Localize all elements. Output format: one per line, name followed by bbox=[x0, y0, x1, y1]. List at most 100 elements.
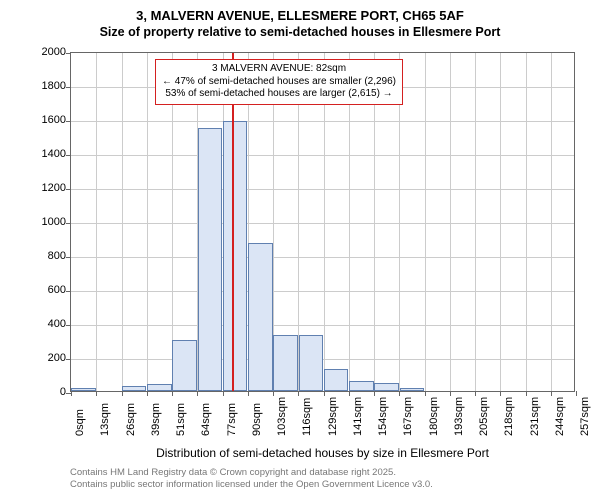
x-tick-mark bbox=[223, 391, 224, 396]
histogram-bar bbox=[349, 381, 374, 391]
x-tick-mark bbox=[248, 391, 249, 396]
x-tick-mark bbox=[172, 391, 173, 396]
y-tick-label: 1000 bbox=[26, 216, 66, 228]
gridline-h bbox=[71, 223, 574, 224]
gridline-v bbox=[96, 53, 97, 391]
gridline-h bbox=[71, 257, 574, 258]
gridline-v bbox=[147, 53, 148, 391]
gridline-v bbox=[500, 53, 501, 391]
histogram-bar bbox=[273, 335, 298, 391]
annotation-box: 3 MALVERN AVENUE: 82sqm ← 47% of semi-de… bbox=[155, 59, 403, 105]
x-tick-label: 154sqm bbox=[377, 397, 389, 436]
y-tick-label: 1200 bbox=[26, 182, 66, 194]
x-tick-label: 26sqm bbox=[125, 403, 137, 436]
x-tick-label: 51sqm bbox=[175, 403, 187, 436]
x-tick-label: 231sqm bbox=[529, 397, 541, 436]
x-tick-label: 0sqm bbox=[74, 409, 86, 436]
property-size-chart: 3, MALVERN AVENUE, ELLESMERE PORT, CH65 … bbox=[0, 0, 600, 500]
y-tick-mark bbox=[66, 325, 71, 326]
x-tick-label: 64sqm bbox=[200, 403, 212, 436]
footer-line1: Contains HM Land Registry data © Crown c… bbox=[70, 467, 433, 479]
x-axis-title: Distribution of semi-detached houses by … bbox=[70, 446, 575, 460]
x-tick-mark bbox=[147, 391, 148, 396]
chart-title-sub: Size of property relative to semi-detach… bbox=[0, 23, 600, 39]
x-tick-label: 180sqm bbox=[428, 397, 440, 436]
x-tick-mark bbox=[551, 391, 552, 396]
gridline-v bbox=[122, 53, 123, 391]
x-tick-label: 103sqm bbox=[276, 397, 288, 436]
gridline-v bbox=[425, 53, 426, 391]
y-tick-label: 1600 bbox=[26, 114, 66, 126]
plot-area: 3 MALVERN AVENUE: 82sqm ← 47% of semi-de… bbox=[70, 52, 575, 392]
annotation-line3: 53% of semi-detached houses are larger (… bbox=[162, 88, 396, 101]
annotation-line2: ← 47% of semi-detached houses are smalle… bbox=[162, 76, 396, 89]
annotation-line1: 3 MALVERN AVENUE: 82sqm bbox=[162, 63, 396, 76]
x-tick-mark bbox=[450, 391, 451, 396]
y-tick-mark bbox=[66, 121, 71, 122]
y-tick-label: 400 bbox=[26, 318, 66, 330]
y-tick-mark bbox=[66, 359, 71, 360]
histogram-bar bbox=[299, 335, 324, 391]
x-tick-mark bbox=[526, 391, 527, 396]
x-tick-label: 257sqm bbox=[579, 397, 591, 436]
y-tick-mark bbox=[66, 257, 71, 258]
gridline-v bbox=[526, 53, 527, 391]
footer-line2: Contains public sector information licen… bbox=[70, 479, 433, 491]
histogram-bar bbox=[400, 388, 425, 391]
x-tick-label: 193sqm bbox=[453, 397, 465, 436]
x-tick-mark bbox=[71, 391, 72, 396]
x-tick-mark bbox=[197, 391, 198, 396]
x-tick-mark bbox=[500, 391, 501, 396]
gridline-v bbox=[475, 53, 476, 391]
x-tick-mark bbox=[374, 391, 375, 396]
x-tick-mark bbox=[273, 391, 274, 396]
y-tick-mark bbox=[66, 155, 71, 156]
y-tick-mark bbox=[66, 53, 71, 54]
gridline-h bbox=[71, 291, 574, 292]
y-tick-mark bbox=[66, 189, 71, 190]
x-tick-label: 218sqm bbox=[503, 397, 515, 436]
x-tick-mark bbox=[425, 391, 426, 396]
x-tick-label: 116sqm bbox=[301, 398, 313, 436]
y-tick-mark bbox=[66, 291, 71, 292]
histogram-bar bbox=[172, 340, 197, 391]
y-tick-label: 200 bbox=[26, 352, 66, 364]
gridline-h bbox=[71, 189, 574, 190]
x-tick-mark bbox=[475, 391, 476, 396]
histogram-bar bbox=[122, 386, 147, 391]
gridline-v bbox=[551, 53, 552, 391]
histogram-bar bbox=[198, 128, 223, 392]
histogram-bar bbox=[248, 243, 273, 391]
histogram-bar bbox=[324, 369, 349, 391]
y-tick-label: 0 bbox=[26, 386, 66, 398]
x-tick-mark bbox=[399, 391, 400, 396]
x-tick-mark bbox=[96, 391, 97, 396]
x-tick-label: 39sqm bbox=[150, 403, 162, 436]
gridline-v bbox=[450, 53, 451, 391]
x-tick-mark bbox=[324, 391, 325, 396]
x-tick-label: 13sqm bbox=[99, 403, 111, 436]
y-tick-mark bbox=[66, 87, 71, 88]
y-tick-label: 1800 bbox=[26, 80, 66, 92]
gridline-h bbox=[71, 121, 574, 122]
x-tick-mark bbox=[122, 391, 123, 396]
chart-title-main: 3, MALVERN AVENUE, ELLESMERE PORT, CH65 … bbox=[0, 0, 600, 23]
gridline-h bbox=[71, 325, 574, 326]
x-tick-label: 244sqm bbox=[554, 397, 566, 436]
histogram-bar bbox=[223, 121, 248, 391]
y-tick-label: 600 bbox=[26, 284, 66, 296]
x-tick-mark bbox=[298, 391, 299, 396]
y-tick-label: 2000 bbox=[26, 46, 66, 58]
x-tick-mark bbox=[576, 391, 577, 396]
histogram-bar bbox=[71, 388, 96, 391]
x-tick-label: 141sqm bbox=[352, 397, 364, 436]
x-tick-label: 129sqm bbox=[327, 397, 339, 436]
gridline-h bbox=[71, 155, 574, 156]
y-tick-label: 800 bbox=[26, 250, 66, 262]
y-tick-label: 1400 bbox=[26, 148, 66, 160]
x-tick-label: 205sqm bbox=[478, 397, 490, 436]
x-tick-label: 167sqm bbox=[402, 397, 414, 436]
histogram-bar bbox=[374, 383, 399, 392]
histogram-bar bbox=[147, 384, 172, 391]
x-tick-label: 90sqm bbox=[251, 403, 263, 436]
